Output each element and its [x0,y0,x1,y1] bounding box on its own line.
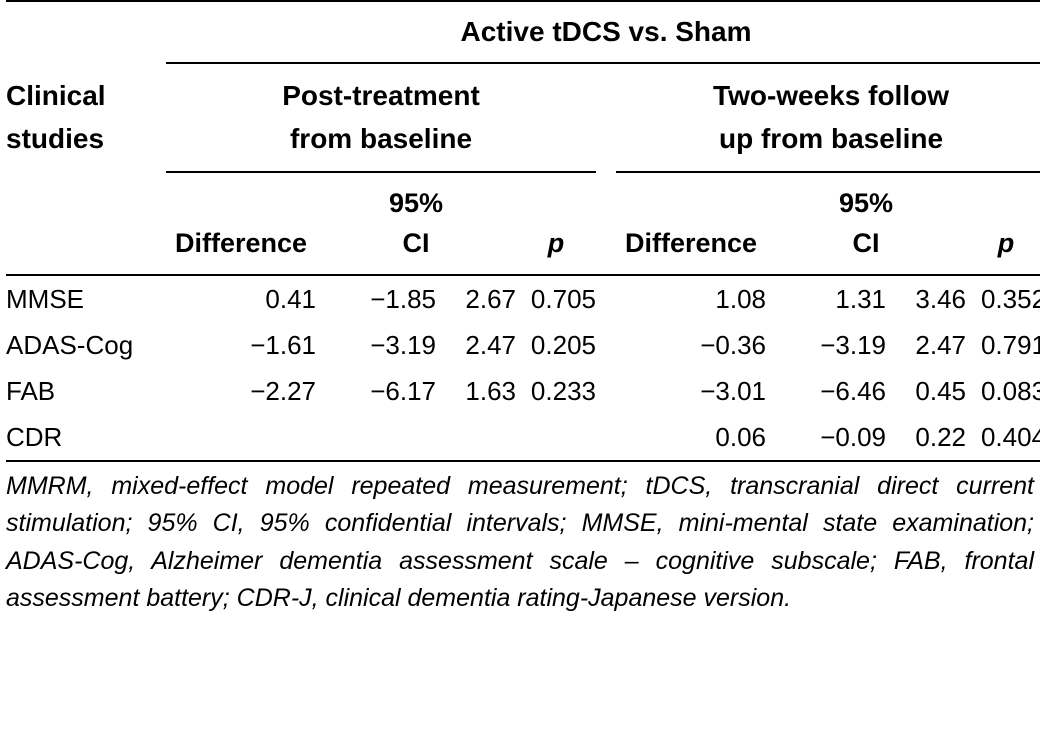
cell-p: 0.083 [966,368,1040,414]
row-header-title: Clinical studies [6,63,166,172]
table-row: CDR 0.06 −0.09 0.22 0.404 [6,414,1040,461]
cell-ci-hi: 2.47 [886,322,966,368]
cell-ci-hi: 0.45 [886,368,966,414]
cell-ci-lo: −3.19 [766,322,886,368]
row-header-title-l1: Clinical [6,80,106,111]
results-table: Active tDCS vs. Sham Clinical studies Po… [6,0,1040,462]
cell-p: 0.705 [516,275,596,322]
spanner-header: Active tDCS vs. Sham [166,1,1040,60]
col-ci-a-l1: 95% [389,188,443,218]
col-ci-a-l2: CI [403,228,430,258]
cell-p [516,414,596,461]
cell-ci-hi: 3.46 [886,275,966,322]
cell-diff: 0.06 [616,414,766,461]
group2-l2: up from baseline [719,123,943,154]
table-row: ADAS-Cog −1.61 −3.19 2.47 0.205 −0.36 −3… [6,322,1040,368]
col-diff-a: Difference [166,172,316,275]
cell-ci-hi [436,414,516,461]
gap-cell [596,172,616,275]
cell-diff: −3.01 [616,368,766,414]
cell-diff: −2.27 [166,368,316,414]
cell-ci-hi: 2.47 [436,322,516,368]
table-row: Clinical studies Post-treatment from bas… [6,63,1040,169]
cell-p: 0.352 [966,275,1040,322]
cell-diff: −0.36 [616,322,766,368]
col-p-a: p [516,172,596,275]
col-ci-b-l2: CI [853,228,880,258]
gap-cell [596,63,616,169]
cell-ci-lo: −6.17 [316,368,436,414]
cell-ci-lo [316,414,436,461]
gap-cell [596,414,616,461]
cell-ci-lo: −0.09 [766,414,886,461]
group-header-followup: Two-weeks follow up from baseline [616,63,1040,169]
cell-p: 0.404 [966,414,1040,461]
table-row: Active tDCS vs. Sham [6,1,1040,60]
row-label: FAB [6,368,166,414]
group1-l1: Post-treatment [282,80,480,111]
row-label: MMSE [6,275,166,322]
group2-l1: Two-weeks follow [713,80,949,111]
cell-ci-hi: 1.63 [436,368,516,414]
col-p-b: p [966,172,1040,275]
row-label: CDR [6,414,166,461]
group-header-post: Post-treatment from baseline [166,63,596,169]
gap-cell [596,322,616,368]
row-header-title-l2: studies [6,123,104,154]
cell-p: 0.791 [966,322,1040,368]
cell-ci-hi: 0.22 [886,414,966,461]
cell-diff: 0.41 [166,275,316,322]
cell-ci-lo: −1.85 [316,275,436,322]
table-footnote: MMRM, mixed-effect model repeated measur… [6,462,1034,618]
cell-diff [166,414,316,461]
col-ci-b-l1: 95% [839,188,893,218]
cell-ci-hi: 2.67 [436,275,516,322]
col-ci-b: 95% CI [766,172,966,275]
table-container: Active tDCS vs. Sham Clinical studies Po… [0,0,1040,618]
cell-p: 0.205 [516,322,596,368]
cell-ci-lo: 1.31 [766,275,886,322]
cell-p: 0.233 [516,368,596,414]
col-diff-b: Difference [616,172,766,275]
table-row: FAB −2.27 −6.17 1.63 0.233 −3.01 −6.46 0… [6,368,1040,414]
cell-diff: 1.08 [616,275,766,322]
col-ci-a: 95% CI [316,172,516,275]
blank-cell [6,1,166,60]
cell-diff: −1.61 [166,322,316,368]
row-label: ADAS-Cog [6,322,166,368]
blank-cell [6,172,166,275]
cell-ci-lo: −6.46 [766,368,886,414]
table-row: Difference 95% CI p Difference 95% CI p [6,172,1040,275]
table-row: MMSE 0.41 −1.85 2.67 0.705 1.08 1.31 3.4… [6,275,1040,322]
cell-ci-lo: −3.19 [316,322,436,368]
group1-l2: from baseline [290,123,472,154]
gap-cell [596,275,616,322]
gap-cell [596,368,616,414]
